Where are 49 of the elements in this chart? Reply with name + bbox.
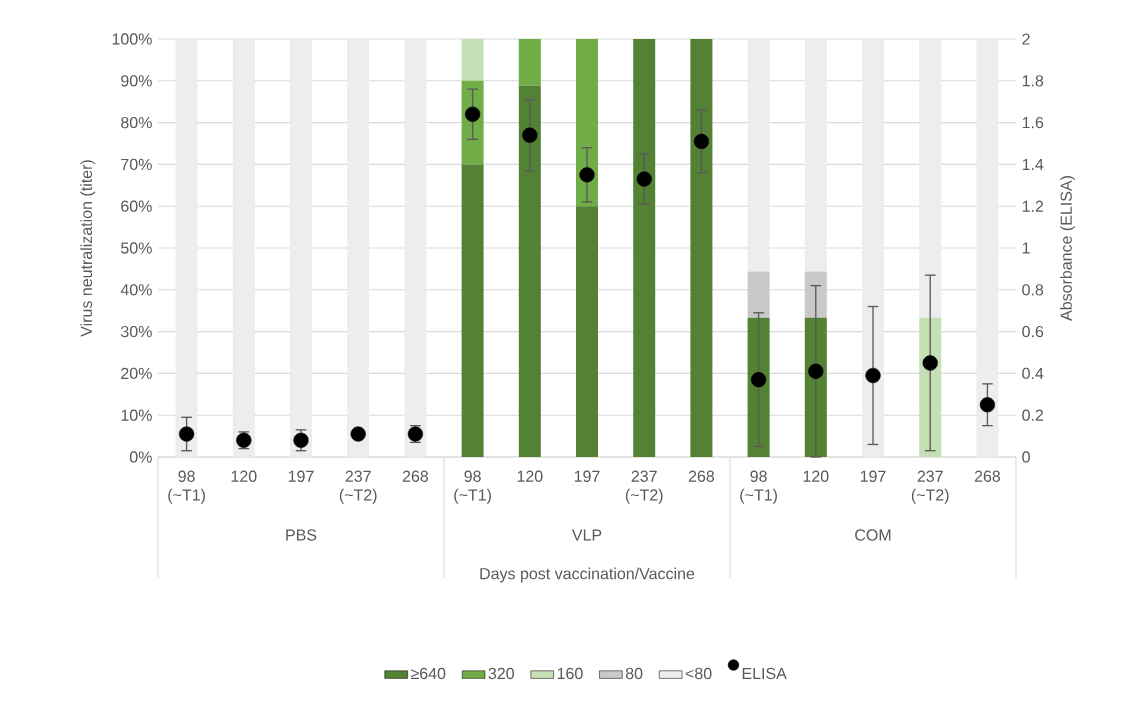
y2-tick-label: 1 xyxy=(1022,242,1030,254)
y2-tick-label: 0.8 xyxy=(1022,284,1044,296)
x-tick-label: 98 (~T1) xyxy=(454,470,491,504)
legend-label: <80 xyxy=(685,667,712,680)
y2-axis-title: Absorbance (ELISA) xyxy=(1060,176,1076,321)
legend-label: 160 xyxy=(557,667,583,680)
legend-label: ≥640 xyxy=(410,667,446,680)
x-tick-label: 237 (~T2) xyxy=(911,470,949,504)
y2-tick-label: 1.8 xyxy=(1022,75,1044,87)
x-tick-label: 120 xyxy=(231,470,257,482)
y-tick-label: 70% xyxy=(121,158,152,171)
y-tick-label: 10% xyxy=(121,409,152,421)
x-tick-label: 120 xyxy=(517,470,543,482)
y-tick-label: 20% xyxy=(121,367,152,380)
x-axis-title: Days post vaccination/Vaccine xyxy=(480,567,695,583)
legend-label: 80 xyxy=(625,667,643,680)
x-tick-label: 120 xyxy=(803,470,829,482)
text: COM xyxy=(855,529,891,541)
y2-tick-label: 0.2 xyxy=(1022,409,1044,421)
y-tick-label: 100% xyxy=(112,33,152,45)
y2-tick-label: 2 xyxy=(1022,33,1030,45)
text: VLP xyxy=(571,529,602,541)
y2-tick-label: 0 xyxy=(1022,451,1030,463)
x-tick-label: 98 (~T1) xyxy=(740,470,777,504)
y-tick-label: 40% xyxy=(120,284,152,296)
y-tick-label: 60% xyxy=(121,200,152,212)
y-tick-label: 0% xyxy=(129,451,152,463)
y2-tick-label: 0.4 xyxy=(1022,367,1044,380)
x-tick-label: 268 xyxy=(402,470,429,482)
y-tick-label: 90% xyxy=(121,75,152,87)
x-tick-label: 268 xyxy=(688,470,715,482)
y-tick-label: 30% xyxy=(120,325,152,338)
x-tick-label: 268 xyxy=(974,470,1001,482)
x-tick-label: 98 (~T1) xyxy=(168,470,205,504)
y2-tick-label: 1.4 xyxy=(1022,158,1044,170)
x-tick-label: 197 xyxy=(860,470,886,482)
y2-tick-label: 1.6 xyxy=(1022,116,1044,129)
x-tick-label: 197 xyxy=(288,470,314,482)
x-tick-label: 237 (~T2) xyxy=(625,470,663,504)
legend-label: ELISA xyxy=(742,667,787,680)
y-tick-label: 50% xyxy=(121,242,152,254)
y-axis-title: Virus neutralization (titer) xyxy=(80,160,96,337)
y2-tick-label: 1.2 xyxy=(1022,200,1044,212)
x-tick-label: 197 xyxy=(574,470,600,482)
y-tick-label: 80% xyxy=(121,116,152,129)
legend-label: 320 xyxy=(488,667,514,680)
y2-tick-label: 0.6 xyxy=(1022,325,1044,338)
text: PBS xyxy=(286,529,317,541)
x-tick-label: 237 (~T2) xyxy=(339,470,377,504)
